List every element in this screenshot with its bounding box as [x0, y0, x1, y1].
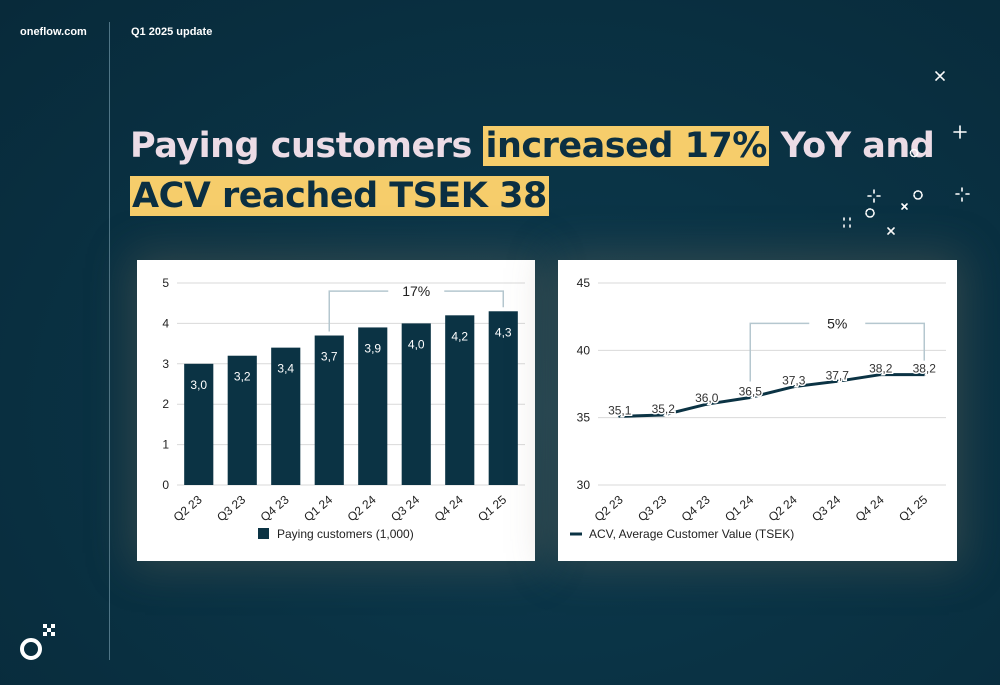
x-tick-label: Q2 24 [766, 492, 800, 524]
bar [445, 315, 475, 485]
bar [184, 363, 214, 485]
brand-name: oneflow.com [20, 26, 87, 38]
x-tick-label: Q1 24 [722, 492, 756, 524]
x-tick-label: Q1 25 [475, 492, 509, 524]
data-point [922, 373, 926, 377]
oneflow-logo-icon [20, 624, 55, 660]
data-label: 38,2 [869, 362, 893, 376]
y-tick-label: 45 [577, 276, 591, 290]
bar [227, 355, 257, 485]
headline-highlight-2: ACV reached TSEK 38 [130, 176, 549, 216]
x-tick-label: Q3 23 [214, 492, 248, 524]
x-tick-label: Q3 24 [388, 492, 422, 524]
y-tick-label: 2 [162, 397, 169, 411]
data-label: 38,2 [913, 362, 937, 376]
annotation-label: 17% [402, 283, 430, 299]
data-label: 36,0 [695, 391, 719, 405]
x-tick-label: Q1 25 [896, 492, 930, 524]
x-tick-label: Q2 23 [171, 492, 205, 524]
annotation-bracket [328, 290, 389, 332]
x-tick-label: Q4 23 [258, 492, 292, 524]
legend-label: Paying customers (1,000) [277, 527, 414, 541]
annotation-label: 5% [827, 315, 847, 331]
data-point [661, 413, 665, 417]
series-line [619, 373, 925, 418]
customers-chart-card: 0 1 2 3 4 5 3,0 3,2 3,4 3,7 3,9 4,0 4,2 4,3 Q2 23 Q3 23… [137, 260, 535, 561]
data-label: 37,3 [782, 374, 806, 388]
data-label: 35,1 [608, 403, 632, 417]
data-label: 4,2 [451, 329, 468, 343]
sparkle-icon [843, 71, 970, 235]
bar [271, 347, 301, 485]
y-tick-label: 35 [577, 411, 591, 425]
data-point [705, 402, 709, 406]
y-tick-label: 4 [162, 316, 169, 330]
y-tick-label: 1 [162, 438, 169, 452]
data-label: 36,5 [739, 384, 763, 398]
legend-label: ACV, Average Customer Value (TSEK) [589, 527, 794, 541]
data-point [792, 385, 796, 389]
data-label: 4,3 [495, 325, 512, 339]
bar [401, 323, 431, 485]
x-tick-label: Q3 24 [809, 492, 843, 524]
data-label: 3,0 [190, 378, 207, 392]
divider-line [109, 22, 110, 660]
data-point [835, 379, 839, 383]
data-label: 35,2 [652, 402, 676, 416]
data-point [879, 373, 883, 377]
x-tick-label: Q2 23 [592, 492, 626, 524]
x-tick-label: Q2 24 [345, 492, 379, 524]
data-point [618, 414, 622, 418]
bar [488, 311, 518, 485]
data-label: 3,7 [321, 350, 338, 364]
customers-bar-chart: 0 1 2 3 4 5 3,0 3,2 3,4 3,7 3,9 4,0 4,2 4,3 Q2 23 Q3 23… [162, 276, 525, 541]
x-tick-label: Q4 23 [679, 492, 713, 524]
x-tick-label: Q4 24 [853, 492, 887, 524]
section-title: Q1 2025 update [131, 26, 213, 38]
bar [358, 327, 388, 485]
x-tick-label: Q4 24 [432, 492, 466, 524]
headline-text-1: Paying customers [130, 126, 484, 166]
data-point [748, 395, 752, 399]
legend-swatch [258, 528, 269, 539]
x-tick-label: Q3 23 [635, 492, 669, 524]
y-tick-label: 40 [577, 343, 591, 357]
data-label: 3,9 [364, 341, 381, 355]
headline-highlight-1: increased 17% [483, 126, 769, 166]
bar [314, 335, 344, 485]
data-label: 3,2 [234, 370, 251, 384]
annotation-bracket [749, 322, 810, 382]
y-tick-label: 5 [162, 276, 169, 290]
x-tick-label: Q1 24 [301, 492, 335, 524]
page-title: Paying customers increased 17% YoY and AC… [130, 121, 935, 221]
y-tick-label: 3 [162, 357, 169, 371]
data-label: 37,7 [826, 368, 850, 382]
data-label: 4,0 [408, 337, 425, 351]
y-tick-label: 30 [577, 478, 591, 492]
acv-line-chart: 30 35 40 45 35,1 35,2 36,0 36,5 37,3 37,7 38,2 38,2… [570, 276, 946, 541]
data-label: 3,4 [277, 362, 294, 376]
annotation-bracket [865, 322, 925, 361]
y-tick-label: 0 [162, 478, 169, 492]
acv-chart-card: 30 35 40 45 35,1 35,2 36,0 36,5 37,3 37,7 38,2 38,2… [558, 260, 957, 561]
headline-text-2: YoY and [768, 126, 935, 166]
annotation-bracket [444, 290, 504, 308]
